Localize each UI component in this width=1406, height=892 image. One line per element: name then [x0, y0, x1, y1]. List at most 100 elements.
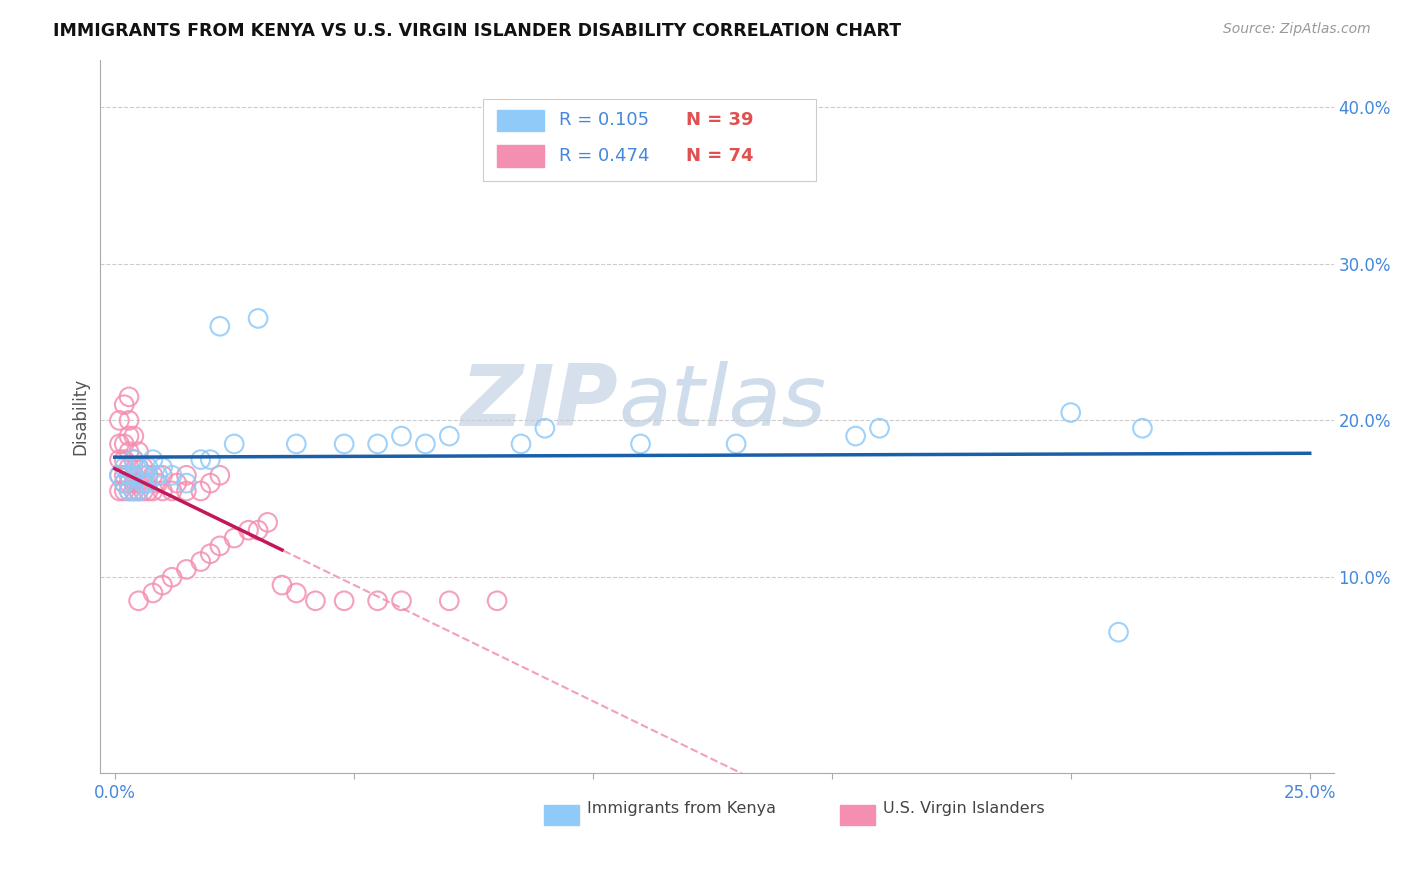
Point	[391, 594, 413, 608]
Point	[146, 468, 169, 483]
Point	[208, 539, 231, 553]
Point	[112, 468, 135, 483]
Point	[285, 437, 308, 451]
Point	[122, 452, 145, 467]
Point	[224, 531, 246, 545]
Point	[132, 476, 155, 491]
FancyBboxPatch shape	[841, 805, 875, 825]
Text: IMMIGRANTS FROM KENYA VS U.S. VIRGIN ISLANDER DISABILITY CORRELATION CHART: IMMIGRANTS FROM KENYA VS U.S. VIRGIN ISL…	[53, 22, 901, 40]
Point	[118, 413, 141, 427]
Point	[108, 452, 131, 467]
Point	[118, 460, 141, 475]
Point	[112, 483, 135, 498]
Point	[845, 429, 868, 443]
Point	[166, 476, 188, 491]
Point	[122, 452, 145, 467]
Point	[136, 468, 159, 483]
Point	[367, 594, 389, 608]
Point	[118, 429, 141, 443]
Point	[118, 390, 141, 404]
Point	[176, 476, 198, 491]
Point	[118, 483, 141, 498]
Point	[439, 594, 461, 608]
Point	[176, 468, 198, 483]
Point	[208, 319, 231, 334]
Point	[160, 483, 183, 498]
Point	[112, 476, 135, 491]
Point	[112, 437, 135, 451]
Point	[128, 483, 150, 498]
Point	[146, 476, 169, 491]
Text: atlas: atlas	[619, 360, 827, 443]
Point	[132, 483, 155, 498]
Point	[112, 460, 135, 475]
Point	[152, 468, 174, 483]
Point	[132, 468, 155, 483]
Point	[112, 452, 135, 467]
Point	[122, 483, 145, 498]
Point	[108, 468, 131, 483]
Point	[208, 468, 231, 483]
Point	[136, 483, 159, 498]
Point	[486, 594, 509, 608]
Point	[190, 452, 212, 467]
Point	[285, 586, 308, 600]
Point	[869, 421, 891, 435]
Point	[415, 437, 437, 451]
Point	[224, 437, 246, 451]
Point	[247, 311, 270, 326]
Point	[1108, 625, 1130, 640]
Point	[391, 429, 413, 443]
FancyBboxPatch shape	[498, 145, 544, 167]
Point	[152, 483, 174, 498]
Text: N = 74: N = 74	[686, 147, 754, 165]
Point	[160, 468, 183, 483]
Point	[132, 460, 155, 475]
FancyBboxPatch shape	[498, 110, 544, 131]
Point	[142, 586, 165, 600]
Point	[152, 460, 174, 475]
Point	[122, 468, 145, 483]
Point	[152, 578, 174, 592]
Point	[271, 578, 294, 592]
Point	[108, 483, 131, 498]
Point	[1060, 405, 1083, 419]
Text: Source: ZipAtlas.com: Source: ZipAtlas.com	[1223, 22, 1371, 37]
Point	[142, 468, 165, 483]
Point	[304, 594, 326, 608]
FancyBboxPatch shape	[544, 805, 579, 825]
Point	[112, 398, 135, 412]
Text: Immigrants from Kenya: Immigrants from Kenya	[588, 801, 776, 816]
Point	[112, 476, 135, 491]
Point	[108, 468, 131, 483]
Point	[128, 476, 150, 491]
Point	[118, 468, 141, 483]
Y-axis label: Disability: Disability	[72, 378, 89, 455]
Point	[142, 452, 165, 467]
Point	[136, 460, 159, 475]
Point	[122, 483, 145, 498]
Point	[160, 570, 183, 584]
Point	[200, 452, 222, 467]
Point	[725, 437, 748, 451]
Point	[142, 483, 165, 498]
Point	[367, 437, 389, 451]
Point	[333, 594, 356, 608]
Point	[128, 594, 150, 608]
Point	[190, 483, 212, 498]
Point	[333, 437, 356, 451]
FancyBboxPatch shape	[482, 99, 815, 181]
Point	[122, 468, 145, 483]
Point	[118, 476, 141, 491]
Text: U.S. Virgin Islanders: U.S. Virgin Islanders	[883, 801, 1045, 816]
Point	[630, 437, 652, 451]
Point	[176, 483, 198, 498]
Point	[510, 437, 533, 451]
Point	[439, 429, 461, 443]
Point	[534, 421, 557, 435]
Point	[122, 476, 145, 491]
Point	[122, 429, 145, 443]
Point	[190, 555, 212, 569]
Point	[128, 444, 150, 458]
Text: N = 39: N = 39	[686, 112, 754, 129]
